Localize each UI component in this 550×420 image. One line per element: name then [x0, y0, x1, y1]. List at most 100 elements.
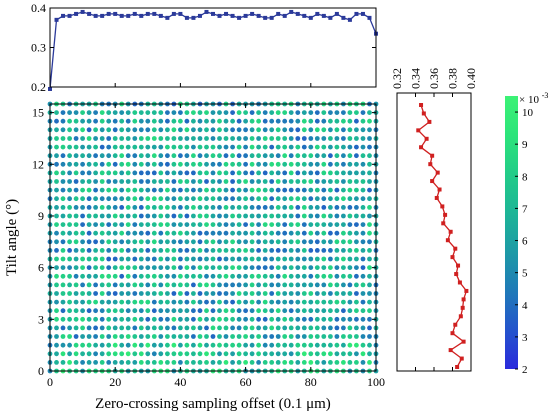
heatmap-cell — [171, 187, 177, 193]
heatmap-cell — [106, 110, 112, 115]
heatmap-cell — [256, 170, 261, 176]
heatmap-cell — [93, 273, 98, 279]
heatmap-cell — [204, 351, 209, 357]
heatmap-cell — [269, 127, 275, 133]
heatmap-cell — [308, 291, 314, 296]
heatmap-cell — [360, 170, 366, 176]
heatmap-cell — [112, 291, 118, 296]
heatmap-cell — [184, 230, 190, 236]
heatmap-cell — [151, 205, 157, 210]
heatmap-cell — [132, 291, 138, 296]
heatmap-cell — [197, 136, 203, 141]
heatmap-cell — [295, 222, 301, 228]
heatmap-cell — [321, 273, 327, 279]
heatmap-cell — [54, 187, 59, 193]
heatmap-cell — [256, 230, 261, 236]
top-data-point — [48, 86, 52, 91]
heatmap-cell — [119, 360, 125, 365]
heatmap-cell — [275, 299, 281, 305]
heatmap-cell — [301, 239, 307, 245]
heatmap-cell — [171, 179, 177, 184]
heatmap-cell — [301, 308, 307, 314]
heatmap-cell — [354, 153, 359, 159]
heatmap-cell — [158, 179, 164, 184]
right-data-point — [455, 365, 460, 369]
heatmap-cell — [138, 325, 144, 331]
heatmap-cell — [112, 136, 118, 141]
heatmap-cell — [132, 334, 138, 339]
heatmap-cell — [178, 248, 183, 253]
heatmap-cell — [54, 342, 59, 348]
heatmap-cell — [210, 118, 216, 124]
heatmap-cell — [347, 282, 353, 288]
heatmap-cell — [256, 308, 261, 314]
heatmap-cell — [282, 273, 288, 279]
heatmap-cell — [347, 153, 353, 159]
heatmap-cell — [99, 265, 105, 270]
heatmap-cell — [184, 196, 190, 202]
heatmap-cell — [106, 213, 112, 219]
heatmap-cell — [73, 282, 79, 288]
heatmap-cell — [210, 325, 216, 331]
heatmap-cell — [282, 187, 288, 193]
heatmap-cell — [106, 239, 112, 245]
heatmap-cell — [54, 110, 59, 115]
top-data-point — [113, 11, 118, 16]
heatmap-cell — [86, 291, 92, 296]
heatmap-cell — [112, 256, 118, 262]
heatmap-cell — [151, 265, 157, 270]
heatmap-cell — [112, 110, 118, 115]
heatmap-cell — [165, 291, 170, 296]
heatmap-cell — [236, 161, 242, 167]
heatmap-cell — [269, 239, 275, 245]
heatmap-cell — [86, 179, 92, 184]
heatmap-cell — [93, 256, 98, 262]
x-tick-label: 80 — [305, 375, 317, 389]
heatmap-cell — [230, 144, 236, 150]
heatmap-cell — [262, 230, 268, 236]
heatmap-cell — [360, 334, 366, 339]
heatmap-cell — [80, 170, 85, 176]
heatmap-cell — [125, 187, 131, 193]
heatmap-cell — [210, 144, 216, 150]
heatmap-cell — [282, 316, 288, 322]
heatmap-cell — [165, 213, 170, 219]
heatmap-cell — [73, 187, 79, 193]
heatmap-cell — [360, 127, 366, 133]
heatmap-cell — [86, 118, 92, 124]
heatmap-cell — [334, 205, 340, 210]
heatmap-cell — [236, 360, 242, 365]
heatmap-cell — [314, 360, 320, 365]
heatmap-cell — [125, 291, 131, 296]
heatmap-cell — [321, 136, 327, 141]
heatmap-cell — [308, 136, 314, 141]
heatmap-cell — [243, 110, 249, 115]
heatmap-cell — [158, 273, 164, 279]
heatmap-cell — [119, 291, 125, 296]
heatmap-cell — [249, 161, 255, 167]
heatmap-cell — [138, 136, 144, 141]
heatmap-cell — [54, 239, 59, 245]
heatmap-cell — [86, 299, 92, 305]
heatmap-cell — [60, 230, 66, 236]
heatmap-cell — [314, 256, 320, 262]
heatmap-cell — [132, 256, 138, 262]
heatmap-cell — [249, 248, 255, 253]
heatmap-cell — [106, 205, 112, 210]
heatmap-cell — [151, 110, 157, 115]
heatmap-cell — [178, 110, 183, 115]
heatmap-cell — [151, 351, 157, 357]
heatmap-cell — [328, 325, 333, 331]
heatmap-cell — [197, 153, 203, 159]
heatmap-cell — [165, 334, 170, 339]
heatmap-cell — [243, 291, 249, 296]
heatmap-cell — [204, 265, 209, 270]
heatmap-cell — [236, 265, 242, 270]
heatmap-cell — [67, 230, 72, 236]
heatmap-cell — [86, 127, 92, 133]
heatmap-cell — [119, 316, 125, 322]
heatmap-cell — [262, 110, 268, 115]
heatmap-cell — [54, 213, 59, 219]
heatmap-cell — [125, 334, 131, 339]
heatmap-cell — [67, 127, 72, 133]
